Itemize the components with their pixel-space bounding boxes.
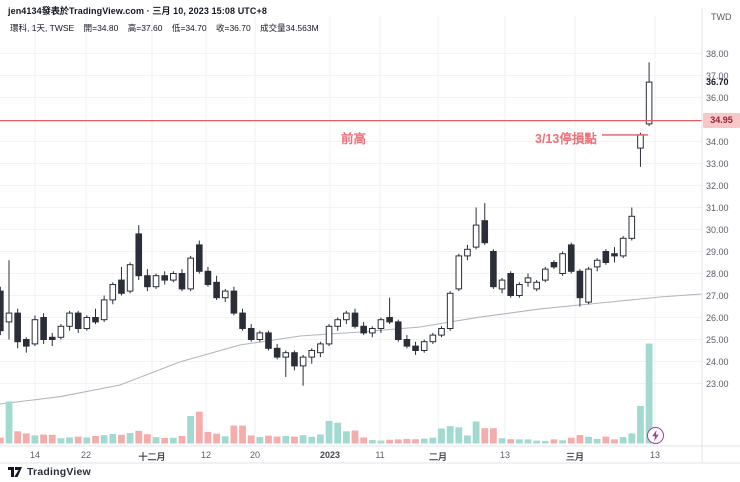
grid-lines — [0, 16, 702, 446]
date-tick-label: 14 — [29, 450, 41, 460]
price-tick-label: 34.00 — [706, 136, 729, 147]
date-tick-label: 11 — [375, 450, 385, 460]
legend-open-value: 開=34.80 — [83, 23, 119, 33]
date-tick-label: 20 — [249, 450, 261, 460]
tradingview-brand-text: TradingView — [27, 466, 91, 478]
stop-loss-annotation: 3/13停損點 — [535, 132, 597, 146]
candlesticks — [0, 62, 653, 386]
price-tick-label: 38.00 — [706, 48, 729, 59]
snapshot-byline: jen4134發表於TradingView.com · 三月 10, 2023 … — [8, 6, 267, 16]
tradingview-attribution[interactable]: TradingView — [8, 466, 91, 478]
date-tick-label: 12 — [200, 450, 212, 460]
moving-average-line — [0, 293, 703, 405]
price-tick-label: 26.00 — [706, 312, 729, 323]
date-tick-label: 十二月 — [138, 452, 166, 462]
legend-close-value: 收=36.70 — [215, 23, 251, 33]
price-tick-label: 25.00 — [706, 334, 729, 345]
date-tick-label: 22 — [80, 450, 92, 460]
flash-boost-button[interactable] — [647, 427, 664, 444]
price-tick-label: 37.00 — [706, 70, 729, 81]
tradingview-logo-icon — [8, 467, 22, 477]
lightning-icon — [652, 430, 659, 441]
legend-low-value: 低=34.70 — [171, 23, 207, 33]
price-tick-label: 24.00 — [706, 356, 729, 367]
price-tick-label: 28.00 — [706, 268, 729, 279]
price-tick-label: 31.00 — [706, 202, 729, 213]
currency-label: TWD — [711, 12, 732, 22]
price-tick-label: 36.00 — [706, 92, 729, 103]
date-tick-label: 2023 — [319, 450, 341, 460]
price-tick-label: 29.00 — [706, 246, 729, 257]
date-tick-label: 三月 — [565, 452, 585, 462]
alert-price-chip[interactable]: 34.95 — [703, 113, 740, 128]
price-tick-label: 27.00 — [706, 290, 729, 301]
symbol-title: 環科, 1天, TWSE — [10, 23, 75, 33]
price-tick-label: 30.00 — [706, 224, 729, 235]
date-tick-label: 二月 — [428, 452, 448, 462]
volume-bars — [0, 343, 653, 444]
date-tick-label: 13 — [649, 450, 661, 460]
price-tick-label: 23.00 — [706, 378, 729, 389]
date-tick-label: 13 — [499, 450, 511, 460]
axis-borders — [0, 8, 740, 464]
legend-high-value: 高=37.60 — [127, 23, 163, 33]
legend-volume-value: 成交量34.563M — [260, 23, 319, 33]
price-tick-label: 33.00 — [706, 158, 729, 169]
symbol-legend[interactable]: 環科, 1天, TWSE 開=34.80 高=37.60 低=34.70 收=3… — [10, 22, 326, 34]
prev-high-annotation: 前高 — [341, 132, 367, 146]
price-tick-label: 32.00 — [706, 180, 729, 191]
last-price-label: 36.70 — [706, 76, 729, 87]
